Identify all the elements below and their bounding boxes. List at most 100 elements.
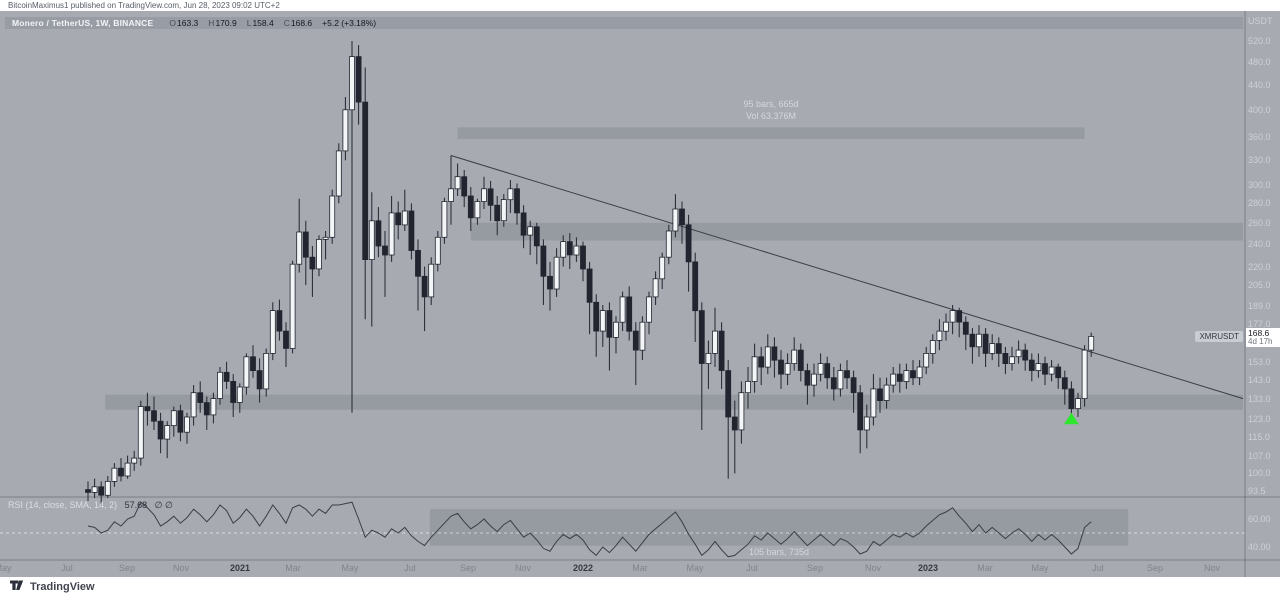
- time-tick-month: Sep: [806, 563, 824, 573]
- candle: [844, 370, 850, 379]
- candle: [289, 263, 296, 349]
- candle: [494, 204, 501, 222]
- candle: [679, 208, 685, 226]
- price-tick-label: 260.0: [1248, 218, 1271, 228]
- candle: [151, 410, 157, 422]
- candles-layer[interactable]: [85, 41, 1095, 504]
- candle: [566, 241, 573, 256]
- price-tick-label: 189.0: [1248, 301, 1271, 311]
- candle: [263, 352, 270, 390]
- price-tick-label: 107.0: [1248, 451, 1271, 461]
- price-tick-label: 153.0: [1248, 357, 1271, 367]
- candle: [725, 370, 732, 418]
- candle: [824, 363, 831, 379]
- time-tick-month: Mar: [632, 563, 648, 573]
- candle: [197, 392, 204, 403]
- rsi-date-range-label: 105 bars, 735d: [748, 547, 810, 557]
- rsi-title[interactable]: RSI (14, close, SMA, 14, 2): [8, 500, 118, 510]
- candle: [210, 398, 217, 416]
- candle: [1081, 349, 1088, 400]
- time-tick-month: Sep: [459, 563, 477, 573]
- candle: [408, 210, 415, 251]
- candle: [309, 256, 316, 270]
- candle: [144, 406, 151, 412]
- rsi-date-range-box[interactable]: [429, 509, 1129, 546]
- time-tick-month: Nov: [864, 563, 882, 573]
- candle: [811, 373, 817, 386]
- candle: [672, 208, 679, 232]
- candle: [1088, 335, 1095, 351]
- candle: [1048, 366, 1055, 375]
- candle: [731, 416, 738, 431]
- candle: [131, 457, 138, 464]
- ohlc-close: C168.6: [283, 18, 313, 28]
- candle: [118, 467, 124, 477]
- tradingview-brand-text[interactable]: TradingView: [30, 581, 95, 593]
- candle: [217, 371, 223, 399]
- candle: [962, 321, 969, 335]
- candle: [778, 359, 784, 375]
- candle: [454, 176, 461, 190]
- candle: [797, 349, 804, 371]
- candle: [355, 56, 362, 103]
- current-price: 168.6: [1248, 328, 1270, 338]
- candle: [784, 363, 791, 375]
- candle: [382, 245, 388, 256]
- candle: [395, 212, 402, 226]
- candle: [335, 150, 342, 197]
- zone-resistance-360[interactable]: [457, 127, 1085, 139]
- time-tick-month: Jul: [1092, 563, 1104, 573]
- candle: [236, 386, 243, 403]
- candle: [322, 236, 329, 240]
- descending-trendline[interactable]: [450, 155, 1244, 400]
- candle: [448, 188, 454, 202]
- candle: [619, 296, 626, 323]
- zone-support-133[interactable]: [105, 394, 1244, 410]
- candle: [1061, 377, 1068, 390]
- price-tick-label: 220.0: [1248, 262, 1271, 272]
- candle: [929, 340, 936, 354]
- price-tick-label: 123.0: [1248, 414, 1271, 424]
- candle: [639, 321, 646, 351]
- price-tick-label: 93.5: [1248, 486, 1266, 496]
- price-tick-label: 480.0: [1248, 57, 1271, 67]
- candle: [184, 416, 190, 433]
- symbol-legend-strip[interactable]: Monero / TetherUS, 1W, BINANCE O163.3 H1…: [5, 17, 1243, 29]
- candle: [910, 370, 916, 379]
- candle: [573, 245, 580, 256]
- candle: [837, 370, 844, 390]
- candle: [388, 212, 395, 256]
- rsi-hidden-values: ∅ ∅: [154, 500, 173, 510]
- candle: [1055, 366, 1062, 379]
- candle: [804, 370, 811, 386]
- candle: [599, 310, 606, 332]
- candle: [441, 201, 448, 238]
- candle: [223, 371, 230, 382]
- candle: [547, 275, 553, 290]
- candle: [514, 188, 520, 214]
- candle: [250, 356, 256, 371]
- candle: [190, 392, 197, 418]
- symbol-title[interactable]: Monero / TetherUS, 1W, BINANCE: [12, 18, 154, 28]
- candle: [764, 346, 771, 368]
- candle: [916, 366, 923, 379]
- chart-canvas[interactable]: [0, 11, 1280, 577]
- candle: [995, 343, 1002, 354]
- bar-countdown: 4d 17h: [1248, 336, 1273, 346]
- time-tick-month: Jul: [404, 563, 416, 573]
- candle: [91, 486, 98, 493]
- price-change: +5.2 (+3.18%): [322, 18, 377, 28]
- price-tick-label: 240.0: [1248, 239, 1271, 249]
- tradingview-logo-icon[interactable]: [10, 578, 25, 596]
- price-tick-label: 330.0: [1248, 155, 1271, 165]
- price-tick-label: 400.0: [1248, 105, 1271, 115]
- candle: [124, 462, 131, 477]
- candle: [421, 275, 428, 298]
- zone-resistance-240-260[interactable]: [470, 222, 1243, 241]
- candle: [626, 296, 633, 332]
- rsi-indicator-legend[interactable]: RSI (14, close, SMA, 14, 2) 57.68 ∅ ∅: [8, 500, 173, 511]
- candle: [738, 392, 745, 431]
- price-tick-label: 280.0: [1248, 198, 1271, 208]
